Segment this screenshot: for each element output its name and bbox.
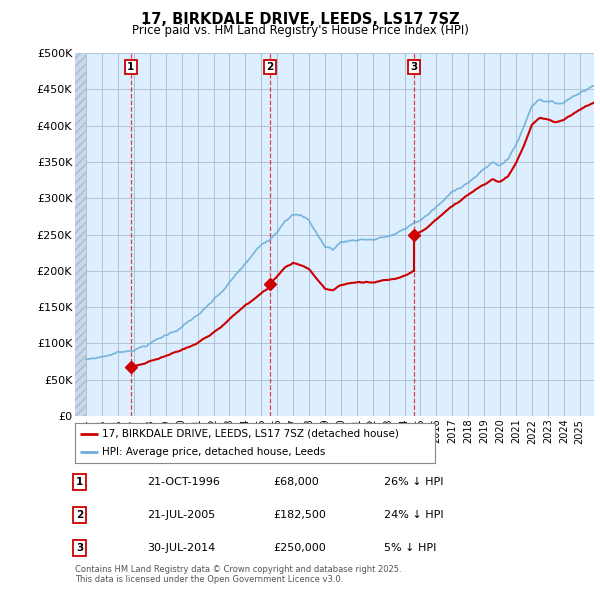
Text: £250,000: £250,000 <box>273 543 326 553</box>
Text: 21-JUL-2005: 21-JUL-2005 <box>147 510 215 520</box>
Text: 21-OCT-1996: 21-OCT-1996 <box>147 477 220 487</box>
Text: £68,000: £68,000 <box>273 477 319 487</box>
Text: 26% ↓ HPI: 26% ↓ HPI <box>384 477 443 487</box>
Text: 3: 3 <box>410 62 418 72</box>
Text: 30-JUL-2014: 30-JUL-2014 <box>147 543 215 553</box>
Text: 5% ↓ HPI: 5% ↓ HPI <box>384 543 436 553</box>
Text: 1: 1 <box>76 477 83 487</box>
Text: 17, BIRKDALE DRIVE, LEEDS, LS17 7SZ (detached house): 17, BIRKDALE DRIVE, LEEDS, LS17 7SZ (det… <box>102 429 399 439</box>
Text: 3: 3 <box>76 543 83 553</box>
Text: 2: 2 <box>76 510 83 520</box>
Text: 17, BIRKDALE DRIVE, LEEDS, LS17 7SZ: 17, BIRKDALE DRIVE, LEEDS, LS17 7SZ <box>140 12 460 27</box>
Text: 1: 1 <box>127 62 134 72</box>
Text: £182,500: £182,500 <box>273 510 326 520</box>
Text: 24% ↓ HPI: 24% ↓ HPI <box>384 510 443 520</box>
Text: Contains HM Land Registry data © Crown copyright and database right 2025.
This d: Contains HM Land Registry data © Crown c… <box>75 565 401 584</box>
Text: Price paid vs. HM Land Registry's House Price Index (HPI): Price paid vs. HM Land Registry's House … <box>131 24 469 37</box>
Text: 2: 2 <box>266 62 274 72</box>
Text: HPI: Average price, detached house, Leeds: HPI: Average price, detached house, Leed… <box>102 447 325 457</box>
